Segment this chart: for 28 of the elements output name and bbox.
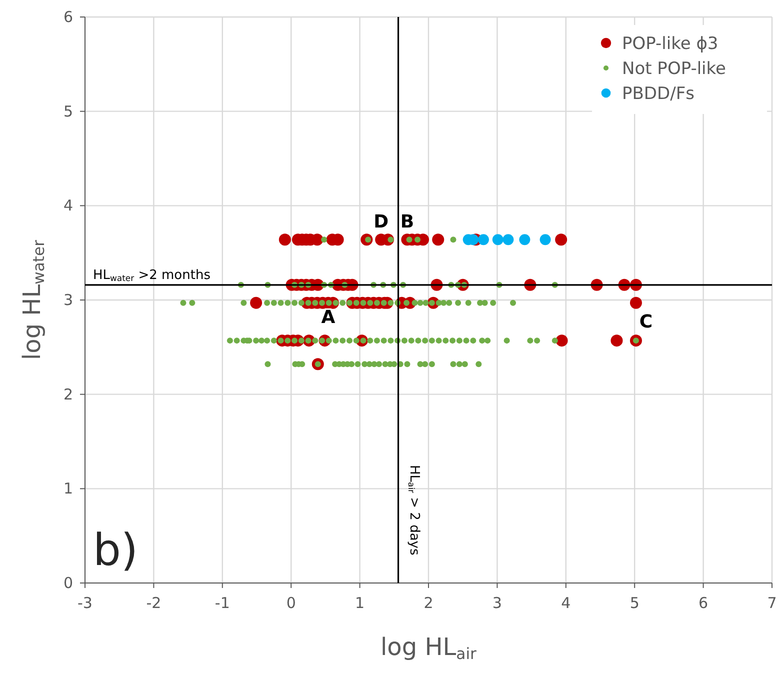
legend-label: PBDD/Fs [622,84,695,104]
legend-label: POP-like ϕ3 [622,34,718,54]
y-tick-label: 1 [63,480,73,498]
x-tick-label: 0 [286,594,296,612]
annotation: B [400,212,414,233]
x-tick-label: 2 [424,594,434,612]
x-tick-label: 1 [355,594,365,612]
annotation: A [321,306,336,328]
y-tick-label: 3 [63,291,73,309]
x-tick-label: -2 [146,594,162,612]
x-axis-title: log HL$_{air}$ [380,633,478,663]
x-tick-label: 7 [767,594,777,612]
ref-line-label: HL$_{water}$ >2 months [93,268,211,283]
x-tick-label: 4 [561,594,571,612]
y-tick-label: 2 [63,385,73,404]
x-tick-label: 3 [492,594,502,612]
y-tick-label: 0 [63,574,73,592]
y-tick-label: 6 [63,8,73,26]
annotation: b) [93,525,138,576]
y-tick-label: 5 [63,102,73,120]
x-tick-label: 5 [630,594,640,612]
legend-label: Not POP-like [622,59,726,79]
x-tick-label: -3 [78,594,92,612]
annotation: C [639,312,653,333]
annotation: D [374,212,389,233]
x-tick-label: -1 [214,594,230,612]
x-tick-label: 6 [698,594,708,612]
y-tick-label: 4 [63,196,73,215]
